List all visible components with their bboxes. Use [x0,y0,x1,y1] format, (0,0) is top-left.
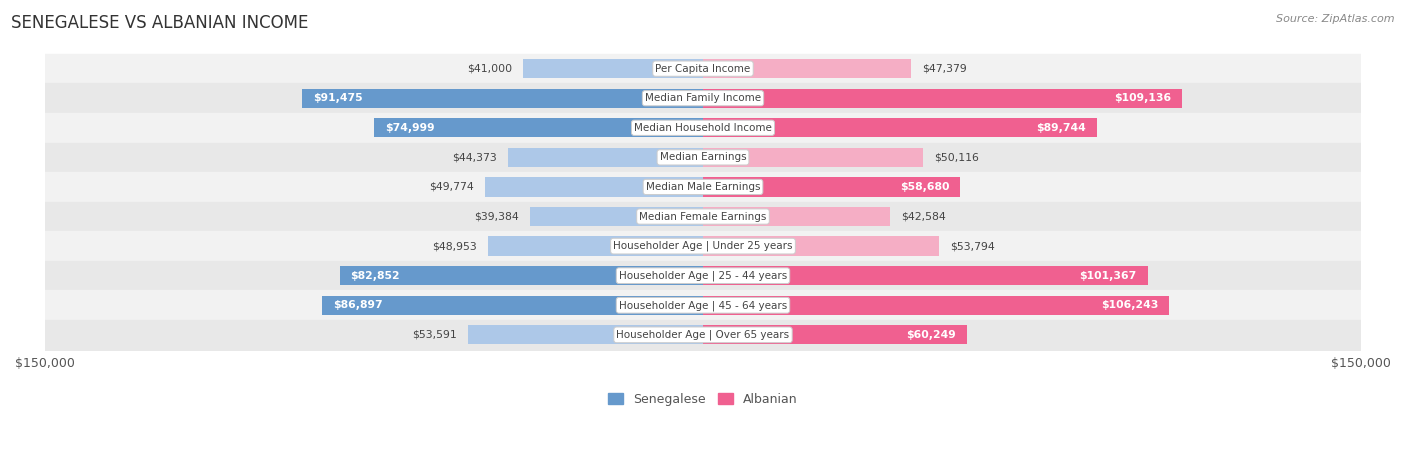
Bar [509,148,703,167]
Bar [703,296,1170,315]
Text: $101,367: $101,367 [1080,271,1136,281]
Text: Householder Age | 45 - 64 years: Householder Age | 45 - 64 years [619,300,787,311]
Bar [703,325,967,345]
Bar [22,320,1384,350]
Text: $49,774: $49,774 [429,182,474,192]
Text: $48,953: $48,953 [433,241,477,251]
Text: Householder Age | Over 65 years: Householder Age | Over 65 years [616,330,790,340]
Text: $42,584: $42,584 [901,212,946,221]
Bar [703,59,911,78]
Bar [703,118,1097,137]
Text: $53,591: $53,591 [412,330,457,340]
Text: Median Family Income: Median Family Income [645,93,761,103]
Legend: Senegalese, Albanian: Senegalese, Albanian [603,388,803,410]
Text: $106,243: $106,243 [1101,300,1159,310]
Text: $89,744: $89,744 [1036,123,1085,133]
Bar [703,177,960,197]
Text: Median Household Income: Median Household Income [634,123,772,133]
Bar [530,207,703,226]
Bar [22,261,1384,290]
Bar [22,202,1384,231]
Text: $82,852: $82,852 [350,271,401,281]
Text: $53,794: $53,794 [950,241,994,251]
Bar [488,236,703,256]
Text: $60,249: $60,249 [907,330,956,340]
Text: Median Female Earnings: Median Female Earnings [640,212,766,221]
Bar [703,207,890,226]
Bar [22,142,1384,172]
Text: SENEGALESE VS ALBANIAN INCOME: SENEGALESE VS ALBANIAN INCOME [11,14,309,32]
Text: Householder Age | Under 25 years: Householder Age | Under 25 years [613,241,793,251]
Text: $74,999: $74,999 [385,123,434,133]
Bar [22,172,1384,202]
Text: Median Male Earnings: Median Male Earnings [645,182,761,192]
Bar [374,118,703,137]
Text: $41,000: $41,000 [467,64,512,74]
Bar [703,89,1182,108]
Text: Householder Age | 25 - 44 years: Householder Age | 25 - 44 years [619,270,787,281]
Bar [339,266,703,285]
Bar [22,84,1384,113]
Text: $50,116: $50,116 [934,152,979,163]
Text: $109,136: $109,136 [1114,93,1171,103]
Bar [523,59,703,78]
Text: Source: ZipAtlas.com: Source: ZipAtlas.com [1277,14,1395,24]
Text: $39,384: $39,384 [474,212,519,221]
Bar [302,89,703,108]
Text: Median Earnings: Median Earnings [659,152,747,163]
Text: $47,379: $47,379 [922,64,966,74]
Text: Per Capita Income: Per Capita Income [655,64,751,74]
Text: $44,373: $44,373 [453,152,498,163]
Text: $58,680: $58,680 [900,182,949,192]
Text: $86,897: $86,897 [333,300,382,310]
Bar [703,236,939,256]
Bar [22,290,1384,320]
Bar [468,325,703,345]
Bar [703,148,922,167]
Bar [22,54,1384,84]
Bar [703,266,1147,285]
Text: $91,475: $91,475 [312,93,363,103]
Bar [22,113,1384,142]
Bar [22,231,1384,261]
Bar [485,177,703,197]
Bar [322,296,703,315]
